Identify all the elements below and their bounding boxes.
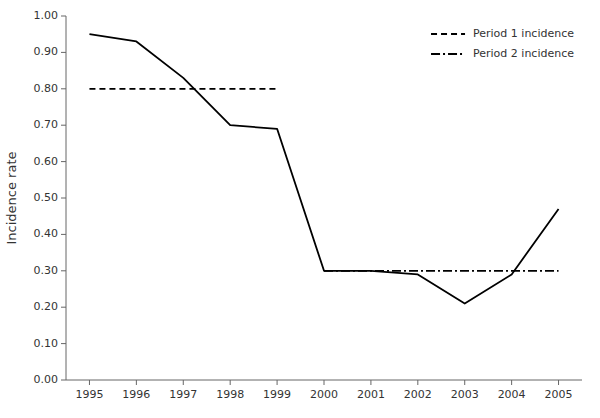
y-tick-label: 0.30 xyxy=(34,264,59,277)
y-tick-label: 0.50 xyxy=(34,191,59,204)
x-tick-label: 2004 xyxy=(498,388,526,401)
x-tick xyxy=(183,380,184,385)
y-axis-label: Incidence rate xyxy=(4,151,19,244)
y-tick xyxy=(61,125,66,126)
x-tick-label: 1998 xyxy=(216,388,244,401)
y-tick-label: 0.20 xyxy=(34,300,59,313)
y-tick xyxy=(61,198,66,199)
x-tick-label: 1997 xyxy=(169,388,197,401)
series-line xyxy=(89,88,277,90)
plot-area xyxy=(89,34,558,303)
series-line xyxy=(89,34,558,303)
x-tick xyxy=(230,380,231,385)
x-tick xyxy=(136,380,137,385)
x-tick xyxy=(370,380,371,385)
axes: 0.00 0.10 0.20 0.30 0.40 0.50 0.60 0.70 0.80 0.90… xyxy=(34,9,583,401)
legend-swatch xyxy=(431,33,465,35)
legend-label: Period 1 incidence xyxy=(473,27,574,40)
y-tick-label: 0.10 xyxy=(34,337,59,350)
y-tick xyxy=(61,343,66,344)
y-tick xyxy=(61,52,66,53)
x-tick-label: 2000 xyxy=(310,388,338,401)
y-tick xyxy=(61,307,66,308)
y-tick-label: 1.00 xyxy=(34,9,59,22)
y-tick xyxy=(61,270,66,271)
y-tick xyxy=(61,161,66,162)
x-tick-label: 2003 xyxy=(451,388,479,401)
legend-label: Period 2 incidence xyxy=(473,47,574,60)
x-tick xyxy=(89,380,90,385)
series-line xyxy=(324,270,559,272)
y-tick-label: 0.00 xyxy=(34,373,59,386)
x-tick xyxy=(324,380,325,385)
y-tick-label: 0.40 xyxy=(34,227,59,240)
x-tick xyxy=(417,380,418,385)
x-tick-label: 2002 xyxy=(404,388,432,401)
y-tick-label: 0.60 xyxy=(34,155,59,168)
y-tick-label: 0.90 xyxy=(34,45,59,58)
x-tick-label: 2001 xyxy=(357,388,385,401)
y-tick xyxy=(61,16,66,17)
y-tick xyxy=(61,380,66,381)
y-tick-label: 0.80 xyxy=(34,82,59,95)
x-tick xyxy=(464,380,465,385)
x-tick-label: 1996 xyxy=(122,388,150,401)
legend-swatch xyxy=(431,53,465,55)
x-tick xyxy=(277,380,278,385)
legend: Period 1 incidence Period 2 incidence xyxy=(431,27,574,60)
x-tick xyxy=(511,380,512,385)
y-tick xyxy=(61,88,66,89)
x-tick-label: 1995 xyxy=(75,388,103,401)
x-tick-label: 2005 xyxy=(545,388,573,401)
y-tick-label: 0.70 xyxy=(34,118,59,131)
chart: 0.00 0.10 0.20 0.30 0.40 0.50 0.60 0.70 0.80 0.90… xyxy=(0,0,600,418)
x-tick xyxy=(558,380,559,385)
y-tick xyxy=(61,234,66,235)
x-tick-label: 1999 xyxy=(263,388,291,401)
